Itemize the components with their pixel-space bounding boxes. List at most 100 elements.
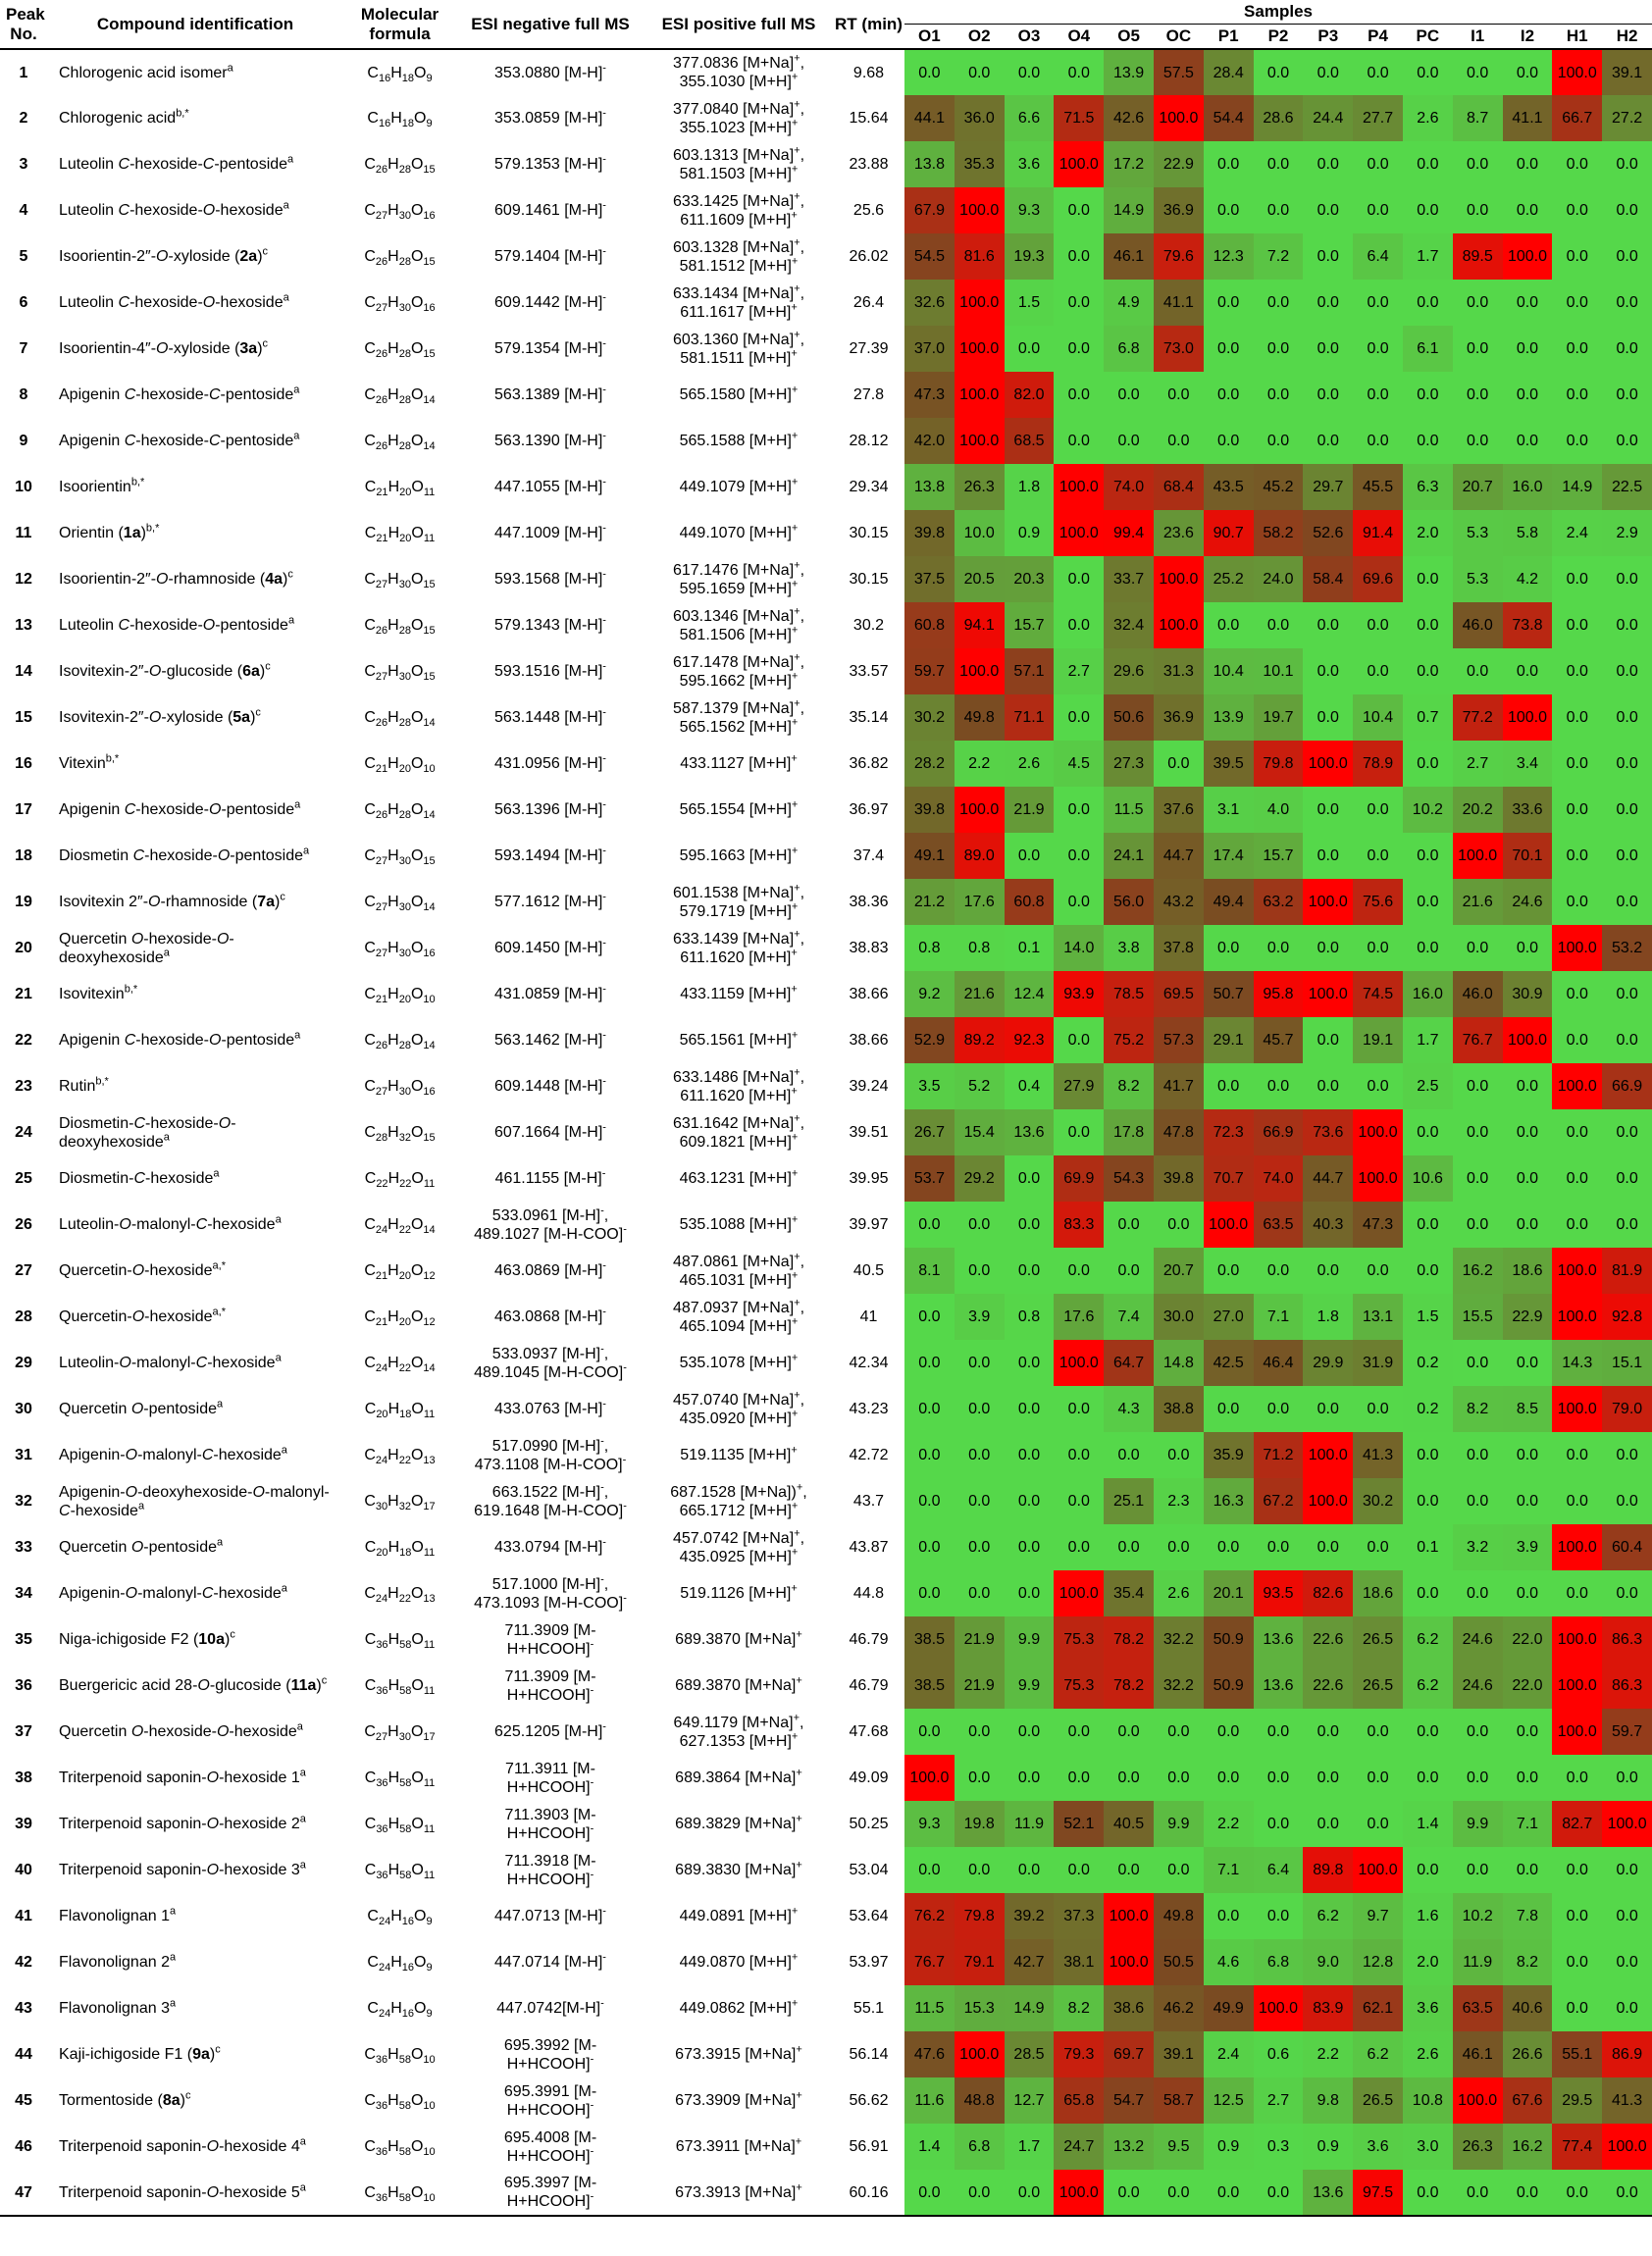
esi-positive-ms: 565.1588 [M+H]+ bbox=[679, 430, 799, 449]
heatmap-cell-i2: 0.0 bbox=[1502, 326, 1553, 372]
esi-negative-ms: 695.3997 [M- H+HCOOH]- bbox=[456, 2170, 645, 2217]
heatmap-cell-o4: 0.0 bbox=[1054, 1432, 1105, 1478]
heatmap-cell-pc: 0.0 bbox=[1402, 1709, 1453, 1755]
rt-header: RT (min) bbox=[835, 14, 903, 33]
heatmap-cell-p1: 50.9 bbox=[1203, 1663, 1254, 1709]
heatmap-cell-p4: 69.6 bbox=[1353, 556, 1403, 602]
compound-name: Isoorientin-2″-O-rhamnoside (4a)c bbox=[59, 568, 293, 588]
heatmap-cell-o1: 59.7 bbox=[904, 648, 955, 694]
retention-time: 26.4 bbox=[852, 294, 885, 311]
heatmap-cell-o5: 69.7 bbox=[1104, 2031, 1154, 2077]
heatmap-cell-h1: 100.0 bbox=[1552, 1063, 1603, 1109]
heatmap-cell-h1: 0.0 bbox=[1552, 1893, 1603, 1939]
table-row: 40 Triterpenoid saponin-O-hexoside 3a C36H… bbox=[0, 1847, 1652, 1893]
heatmap-cell-p1: 3.1 bbox=[1203, 787, 1254, 833]
heatmap-cell-o5: 25.1 bbox=[1104, 1478, 1154, 1524]
heatmap-cell-oc: 30.0 bbox=[1153, 1294, 1204, 1340]
peak-number: 29 bbox=[15, 1355, 32, 1371]
heatmap-cell-o3: 0.9 bbox=[1004, 510, 1055, 556]
heatmap-cell-o1: 21.2 bbox=[904, 879, 955, 925]
molecular-formula: C27H30O17 bbox=[364, 1723, 436, 1744]
compound-name: Isoorientin-4″-O-xyloside (3a)c bbox=[59, 337, 269, 357]
peak-number: 36 bbox=[15, 1677, 32, 1694]
heatmap-cell-o1: 100.0 bbox=[904, 1755, 955, 1801]
heatmap-cell-i2: 0.0 bbox=[1502, 1063, 1553, 1109]
heatmap-cell-h1: 100.0 bbox=[1552, 1616, 1603, 1663]
heatmap-cell-p1: 0.9 bbox=[1203, 2124, 1254, 2170]
compound-name: Luteolin C-hexoside-O-pentosidea bbox=[59, 614, 295, 634]
heatmap-cell-h1: 0.0 bbox=[1552, 556, 1603, 602]
heatmap-cell-p3: 0.0 bbox=[1303, 1248, 1354, 1294]
heatmap-cell-o3: 82.0 bbox=[1004, 372, 1055, 418]
heatmap-cell-oc: 0.0 bbox=[1153, 741, 1204, 787]
esi-positive-ms: 449.1070 [M+H]+ bbox=[679, 522, 799, 541]
esi-negative-ms: 695.3992 [M- H+HCOOH]- bbox=[503, 2036, 597, 2073]
esi-positive-ms: 487.0937 [M+Na]+, 465.1094 [M+H]+ bbox=[672, 1297, 805, 1335]
heatmap-cell-p3: 0.0 bbox=[1303, 1709, 1354, 1755]
heatmap-cell-h1: 14.9 bbox=[1552, 464, 1603, 510]
heatmap-cell-i1: 0.0 bbox=[1452, 1570, 1503, 1616]
table-row: 7 Isoorientin-4″-O-xyloside (3a)c C26H28O1… bbox=[0, 326, 1652, 372]
heatmap-cell-p1: 25.2 bbox=[1203, 556, 1254, 602]
heatmap-cell-o3: 19.3 bbox=[1004, 233, 1055, 280]
heatmap-cell-oc: 0.0 bbox=[1153, 372, 1204, 418]
heatmap-cell-o4: 75.3 bbox=[1054, 1616, 1105, 1663]
molecular-formula: C27H30O15 bbox=[364, 571, 436, 591]
compound-name: Isoorientinb,* bbox=[59, 476, 145, 495]
heatmap-cell-o2: 0.0 bbox=[954, 1248, 1005, 1294]
esi-positive-ms: 649.1179 [M+Na]+, 627.1353 [M+H]+ bbox=[673, 1712, 804, 1750]
heatmap-cell-p3: 0.0 bbox=[1303, 372, 1354, 418]
esi-positive-ms: 535.1088 [M+H]+ bbox=[679, 1213, 799, 1233]
heatmap-cell-pc: 1.7 bbox=[1402, 233, 1453, 280]
heatmap-cell-o2: 35.3 bbox=[954, 141, 1005, 187]
compound-name: Diosmetin-C-hexoside-O-deoxyhexosidea bbox=[59, 1114, 236, 1151]
heatmap-cell-p3: 22.6 bbox=[1303, 1616, 1354, 1663]
table-row: 5 Isoorientin-2″-O-xyloside (2a)c C26H28O1… bbox=[0, 233, 1652, 280]
heatmap-cell-oc: 100.0 bbox=[1153, 556, 1204, 602]
molecular-formula: C21H20O11 bbox=[364, 479, 436, 499]
heatmap-cell-p3: 0.0 bbox=[1303, 1524, 1354, 1570]
heatmap-cell-oc: 39.8 bbox=[1153, 1155, 1204, 1202]
heatmap-cell-h1: 0.0 bbox=[1552, 280, 1603, 326]
heatmap-cell-o1: 32.6 bbox=[904, 280, 955, 326]
retention-time: 60.16 bbox=[833, 2170, 904, 2217]
heatmap-cell-p1: 0.0 bbox=[1203, 1524, 1254, 1570]
sample-header-pc: PC bbox=[1416, 26, 1440, 45]
heatmap-cell-p4: 26.5 bbox=[1353, 2077, 1403, 2124]
compound-name: Isovitexin-2″-O-xyloside (5a)c bbox=[59, 706, 261, 726]
heatmap-cell-p3: 100.0 bbox=[1303, 1478, 1354, 1524]
heatmap-cell-oc: 37.6 bbox=[1153, 787, 1204, 833]
esi-positive-ms: 603.1328 [M+Na]+, 581.1512 [M+H]+ bbox=[672, 236, 805, 275]
heatmap-cell-o5: 40.5 bbox=[1104, 1801, 1154, 1847]
heatmap-cell-pc: 6.1 bbox=[1402, 326, 1453, 372]
heatmap-cell-o3: 2.6 bbox=[1004, 741, 1055, 787]
heatmap-cell-o5: 13.2 bbox=[1104, 2124, 1154, 2170]
esi-positive-ms: 689.3830 [M+Na]+ bbox=[675, 1859, 802, 1878]
heatmap-cell-i1: 2.7 bbox=[1452, 741, 1503, 787]
heatmap-cell-p2: 13.6 bbox=[1253, 1663, 1304, 1709]
heatmap-cell-p1: 0.0 bbox=[1203, 187, 1254, 233]
table-row: 41 Flavonolignan 1a C24H16O9 447.0713 [M-H]… bbox=[0, 1893, 1652, 1939]
heatmap-cell-i1: 0.0 bbox=[1452, 326, 1503, 372]
heatmap-cell-o5: 78.2 bbox=[1104, 1663, 1154, 1709]
retention-time: 38.66 bbox=[849, 986, 889, 1002]
heatmap-cell-i2: 0.0 bbox=[1502, 372, 1553, 418]
heatmap-cell-o2: 0.0 bbox=[954, 1202, 1005, 1248]
heatmap-cell-p3: 2.2 bbox=[1303, 2031, 1354, 2077]
heatmap-cell-oc: 46.2 bbox=[1153, 1985, 1204, 2031]
heatmap-cell-p1: 0.0 bbox=[1203, 602, 1254, 648]
heatmap-cell-o2: 19.8 bbox=[954, 1801, 1005, 1847]
heatmap-cell-o5: 0.0 bbox=[1104, 1755, 1154, 1801]
esi-negative-ms: 609.1448 [M-H]- bbox=[494, 1075, 606, 1095]
esi-negative-ms: 517.0990 [M-H]-, 473.1108 [M-H-COO]- bbox=[474, 1435, 627, 1473]
retention-time: 41 bbox=[859, 1308, 878, 1325]
heatmap-cell-o3: 28.5 bbox=[1004, 2031, 1055, 2077]
retention-time: 27.39 bbox=[849, 340, 889, 357]
esi-negative-ms: 463.0869 [M-H]- bbox=[494, 1259, 606, 1279]
heatmap-cell-pc: 0.2 bbox=[1402, 1340, 1453, 1386]
heatmap-cell-p2: 63.2 bbox=[1253, 879, 1304, 925]
heatmap-cell-o4: 79.3 bbox=[1054, 2031, 1105, 2077]
heatmap-cell-h1: 0.0 bbox=[1552, 1109, 1603, 1155]
heatmap-cell-h1: 0.0 bbox=[1552, 141, 1603, 187]
heatmap-cell-h2: 0.0 bbox=[1602, 280, 1652, 326]
